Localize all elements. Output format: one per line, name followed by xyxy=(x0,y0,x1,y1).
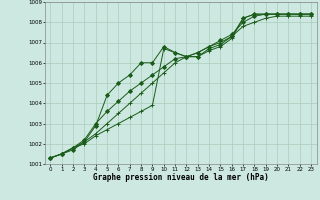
X-axis label: Graphe pression niveau de la mer (hPa): Graphe pression niveau de la mer (hPa) xyxy=(93,173,269,182)
